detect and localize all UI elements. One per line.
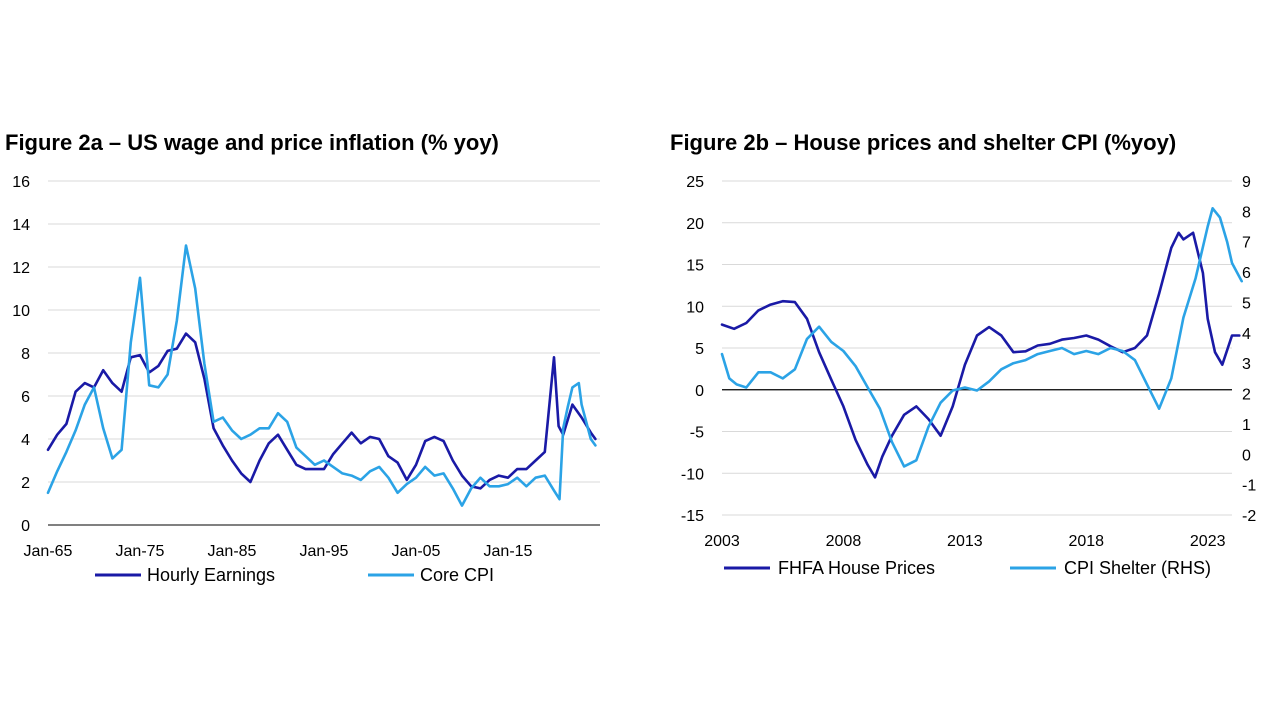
chart-b-y2-tick-label: 5: [1242, 295, 1251, 312]
chart-b-legend-label-2: CPI Shelter (RHS): [1064, 558, 1211, 578]
chart-b-x-tick-label: 2018: [1068, 533, 1104, 550]
chart-b-y2-tick-label: 6: [1242, 265, 1251, 282]
chart-a-y-tick-label: 14: [12, 217, 30, 234]
chart-b-y-tick-label: 10: [686, 299, 704, 316]
chart-b-y2-tick-label: 2: [1242, 387, 1251, 404]
chart-a-y-tick-label: 2: [21, 475, 30, 492]
chart-b-legend-label-1: FHFA House Prices: [778, 558, 935, 578]
chart-a-y-tick-label: 12: [12, 260, 30, 277]
chart-a-y-tick-label: 0: [21, 518, 30, 535]
chart-a-y-tick-label: 10: [12, 303, 30, 320]
chart-b-x-tick-label: 2013: [947, 533, 983, 550]
chart-b-y2-tick-label: 7: [1242, 235, 1251, 252]
chart-b-y-tick-label: 25: [686, 174, 704, 191]
chart-b-y2-tick-label: 8: [1242, 204, 1251, 221]
chart-b-y2-tick-label: 3: [1242, 356, 1251, 373]
chart-a-legend-label-1: Hourly Earnings: [147, 565, 275, 585]
chart-a-x-tick-label: Jan-15: [484, 543, 533, 560]
chart-a: 0 2 4 6 8 10 12 14 16 Jan-65 Jan-75 Jan-85 Jan-95 Jan…: [12, 174, 600, 585]
chart-a-x-tick-label: Jan-05: [392, 543, 441, 560]
chart-b-x-tick-label: 2023: [1190, 533, 1226, 550]
chart-b-y2-tick-label: 9: [1242, 174, 1251, 191]
chart-a-y-tick-label: 8: [21, 346, 30, 363]
chart-b-y2-tick-label: -1: [1242, 478, 1256, 495]
chart-a-x-tick-label: Jan-65: [24, 543, 73, 560]
chart-a-legend-label-2: Core CPI: [420, 565, 494, 585]
chart-a-y-tick-label: 4: [21, 432, 30, 449]
chart-a-x-tick-label: Jan-85: [208, 543, 257, 560]
chart-b-y-tick-label: -10: [681, 466, 704, 483]
chart-b-y-tick-label: -5: [690, 425, 704, 442]
chart-a-series-line-1: [46, 332, 597, 490]
chart-b-title: Figure 2b – House prices and shelter CPI…: [670, 130, 1177, 155]
chart-a-x-tick-label: Jan-95: [300, 543, 349, 560]
chart-a-y-tick-label: 6: [21, 389, 30, 406]
chart-b-y2-tick-label: 1: [1242, 417, 1251, 434]
chart-a-y-tick-label: 16: [12, 174, 30, 191]
chart-b-series-line-1: [720, 231, 1241, 479]
chart-b-x-tick-label: 2003: [704, 533, 740, 550]
chart-b-y2-tick-label: 0: [1242, 447, 1251, 464]
chart-a-series-line-2: [46, 244, 597, 507]
chart-b-x-tick-label: 2008: [826, 533, 862, 550]
chart-b-series-line-2: [720, 207, 1243, 468]
chart-a-x-tick-label: Jan-75: [116, 543, 165, 560]
chart-b-y2-tick-label: 4: [1242, 326, 1251, 343]
chart-b-y-tick-label: 20: [686, 216, 704, 233]
chart-b-y-tick-label: 15: [686, 258, 704, 275]
chart-a-title: Figure 2a – US wage and price inflation …: [5, 130, 499, 155]
chart-b-y-tick-label: -15: [681, 508, 704, 525]
chart-b-y-tick-label: 0: [695, 383, 704, 400]
chart-b-y-tick-label: 5: [695, 341, 704, 358]
chart-b-y2-tick-label: -2: [1242, 508, 1256, 525]
